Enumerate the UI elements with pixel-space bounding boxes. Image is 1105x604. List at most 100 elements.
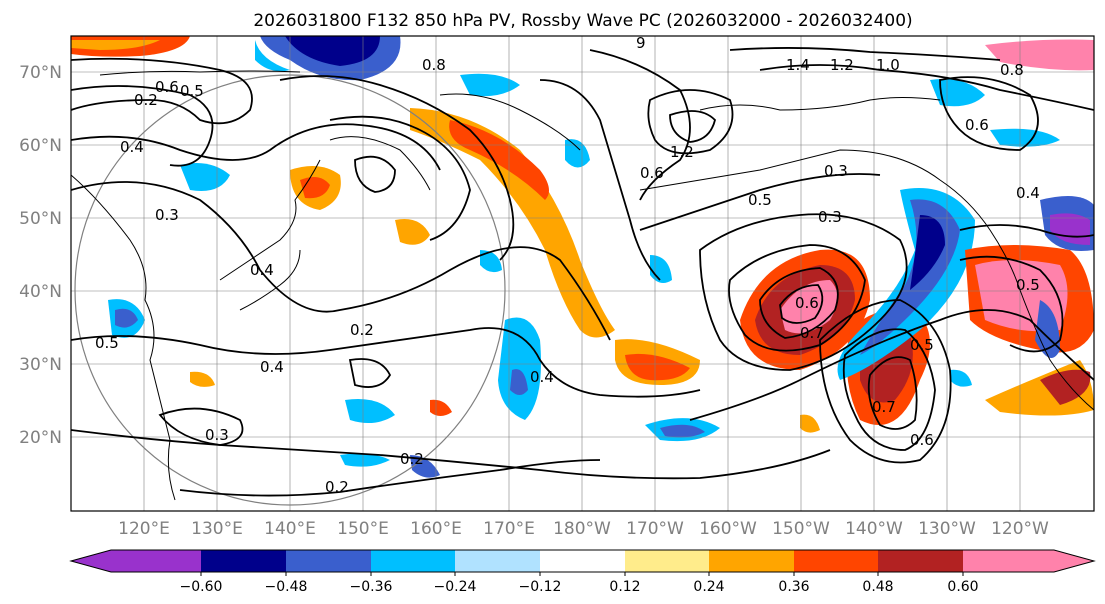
shade-orange <box>71 40 160 50</box>
lon-label: 160°W <box>699 519 757 539</box>
colorbar-segment <box>625 550 709 572</box>
lat-label: 50°N <box>19 209 62 229</box>
contour-label: 0.3 <box>818 208 842 226</box>
colorbar-segment <box>878 550 963 572</box>
colorbar-tick-label: 0.36 <box>778 579 809 595</box>
contour-label: 1.2 <box>830 56 854 74</box>
contour-label: 0.4 <box>120 138 144 156</box>
colorbar-tick-label: 0.48 <box>862 579 893 595</box>
contour-label: 0.2 <box>134 91 158 109</box>
lon-label: 170°E <box>483 519 535 539</box>
shade-cyan-ne2 <box>990 128 1060 147</box>
colorbar-tick-label: −0.60 <box>180 579 223 595</box>
contour-label: 0.3 <box>155 206 179 224</box>
map-content: 0.2 0.6 0.5 0.4 0.3 0.8 9 1.4 1.2 1.0 1.… <box>71 34 1094 511</box>
shade-blue-mid <box>510 369 528 395</box>
shade-pink <box>780 280 838 334</box>
lon-label: 140°E <box>264 519 316 539</box>
colorbar-segment <box>455 550 540 572</box>
colorbar-segment <box>540 550 625 572</box>
lon-label: 140°W <box>845 519 903 539</box>
contour-label: 0.6 <box>795 294 819 312</box>
shade-cyan-nw <box>180 162 230 191</box>
lon-label: 150°E <box>337 519 389 539</box>
contour-label: 0.7 <box>872 398 896 416</box>
shade-cyan-s2 <box>340 453 390 467</box>
figure-title: 2026031800 F132 850 hPa PV, Rossby Wave … <box>253 11 912 31</box>
lon-label: 180°W <box>553 519 611 539</box>
contour-label: 0.6 <box>640 164 664 182</box>
colorbar-segment <box>71 550 201 572</box>
contour-label: 0.4 <box>260 358 284 376</box>
graticule <box>71 36 1094 511</box>
colorbar-tick-label: −0.12 <box>519 579 562 595</box>
colorbar-segment <box>371 550 455 572</box>
colorbar-tick-label: −0.36 <box>350 579 393 595</box>
shade-pink-ne <box>985 39 1094 71</box>
shade-red-mid <box>625 353 690 381</box>
colorbar-segment <box>201 550 286 572</box>
shade-blue-w <box>115 308 138 328</box>
pv-contours <box>71 47 1094 497</box>
colorbar-tick-label: −0.24 <box>434 579 477 595</box>
radius-circle <box>74 74 506 506</box>
shade-cyan-sw <box>345 399 395 424</box>
contour-label: 0.4 <box>1016 184 1040 202</box>
latitude-labels: 70°N 60°N 50°N 40°N 30°N 20°N <box>19 63 62 448</box>
shade-blue-s2 <box>410 455 440 478</box>
contour-label: 0.4 <box>250 261 274 279</box>
shade-cyan-ne <box>930 79 985 107</box>
shade-cyan <box>255 40 290 72</box>
contour-label: 1.0 <box>876 56 900 74</box>
shade-orange-s <box>800 414 820 433</box>
contour-label: 0.3 <box>205 426 229 444</box>
contour-labels: 0.2 0.6 0.5 0.4 0.3 0.8 9 1.4 1.2 1.0 1.… <box>95 34 1040 496</box>
colorbar-segment <box>794 550 878 572</box>
lat-label: 40°N <box>19 282 62 302</box>
shade-navy-streak <box>910 215 945 290</box>
contour-label: 1.4 <box>786 56 810 74</box>
map-frame <box>70 35 1095 512</box>
shade-orange-small <box>395 219 430 245</box>
contour-label: 0.5 <box>748 191 772 209</box>
colorbar-outline <box>69 549 1096 573</box>
contour-label: 0.5 <box>95 334 119 352</box>
lon-label: 150°W <box>772 519 830 539</box>
colorbar-segment <box>286 550 371 572</box>
colorbar-tick-label: 0.60 <box>947 579 978 595</box>
contour-label: 9 <box>636 34 646 52</box>
contour-label: 0.3 <box>824 162 848 180</box>
longitude-labels: 120°E 130°E 140°E 150°E 160°E 170°E 180°… <box>118 519 1049 539</box>
contour-label: 1.2 <box>670 143 694 161</box>
colorbar-tick-label: 0.12 <box>609 579 640 595</box>
shade-orange-w <box>190 371 215 387</box>
shade-cyan-c3 <box>565 139 590 168</box>
contour-label: 0.5 <box>910 336 934 354</box>
contour-label: 0.6 <box>965 116 989 134</box>
contour-label: 0.5 <box>1016 276 1040 294</box>
shade-cyan-c2 <box>480 250 502 273</box>
lon-label: 130°E <box>191 519 243 539</box>
shade-cyan-n <box>460 73 520 97</box>
lat-label: 20°N <box>19 428 62 448</box>
colorbar: −0.60 −0.48 −0.36 −0.24 −0.12 0.12 0.24 0.36 0.4… <box>69 549 1096 595</box>
contour-label: 0.2 <box>325 478 349 496</box>
contour-label: 0.6 <box>910 431 934 449</box>
shade-blue-s <box>660 424 705 438</box>
colorbar-tick-label: 0.24 <box>693 579 724 595</box>
lat-label: 60°N <box>19 136 62 156</box>
lon-label: 130°W <box>918 519 976 539</box>
shade-darkred-se <box>1040 369 1091 405</box>
contour-label: 0.4 <box>530 368 554 386</box>
lon-label: 160°E <box>410 519 462 539</box>
lat-label: 70°N <box>19 63 62 83</box>
colorbar-segment <box>963 550 1094 572</box>
contour-label: 0.7 <box>800 324 824 342</box>
lon-label: 170°W <box>626 519 684 539</box>
shade-red-band <box>449 120 549 200</box>
contour-label: 0.2 <box>350 321 374 339</box>
contour-label: 0.5 <box>180 82 204 100</box>
lon-label: 120°W <box>991 519 1049 539</box>
